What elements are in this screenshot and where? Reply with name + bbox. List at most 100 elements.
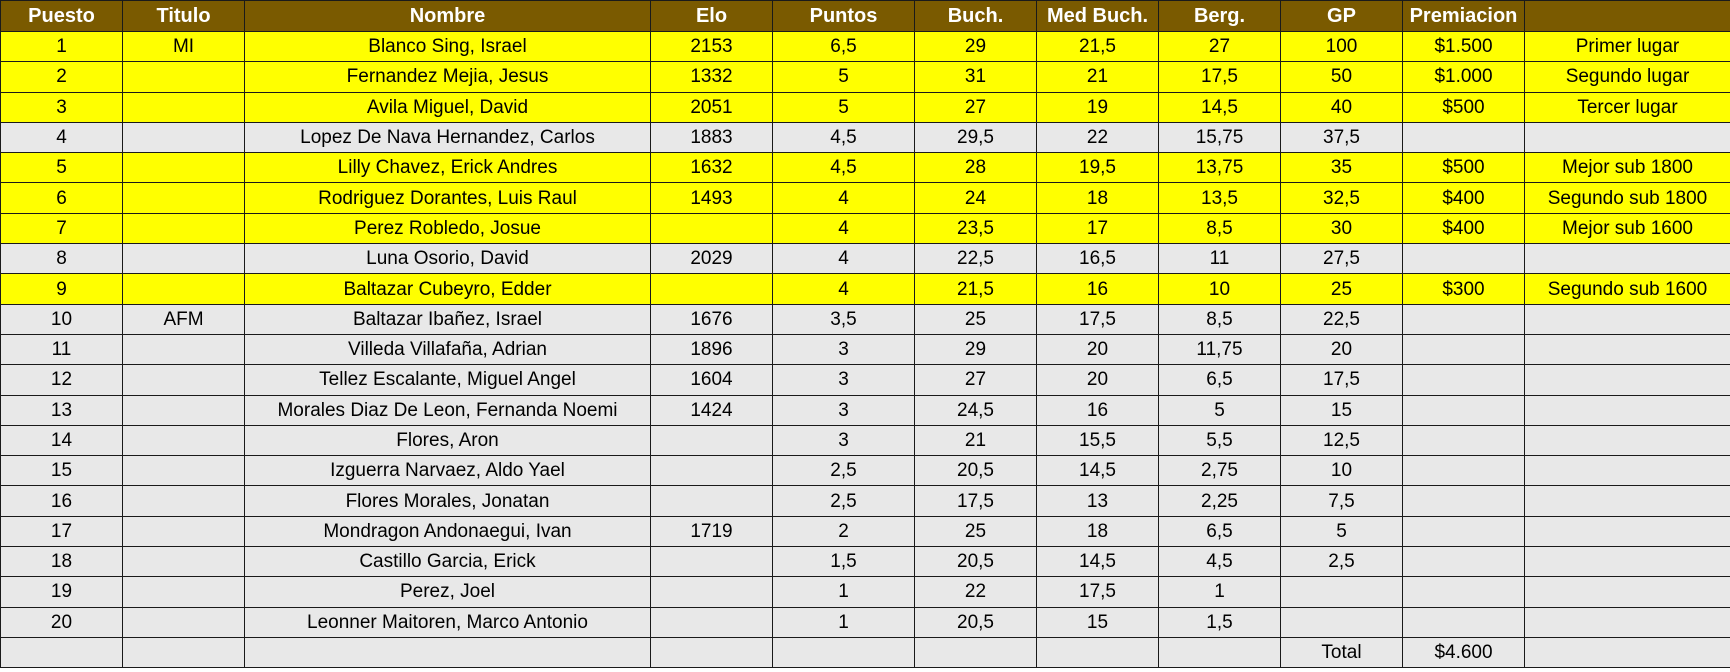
buch-cell[interactable]: 24 xyxy=(914,182,1037,214)
med-buch-cell[interactable]: 18 xyxy=(1036,182,1159,214)
puesto-cell[interactable]: 9 xyxy=(0,273,123,305)
berg-cell[interactable]: 13,5 xyxy=(1158,182,1281,214)
puesto-cell[interactable]: 6 xyxy=(0,182,123,214)
titulo-cell[interactable] xyxy=(122,61,245,93)
lugar-cell[interactable]: Mejor sub 1600 xyxy=(1524,212,1730,245)
lugar-cell[interactable] xyxy=(1524,606,1730,638)
lugar-cell[interactable]: Mejor sub 1800 xyxy=(1524,152,1730,184)
med-buch-cell[interactable]: 19,5 xyxy=(1036,152,1159,184)
buch-cell[interactable]: 21,5 xyxy=(914,273,1037,305)
nombre-cell[interactable]: Castillo Garcia, Erick xyxy=(244,546,651,578)
berg-cell[interactable]: 2,75 xyxy=(1158,455,1281,487)
table-cell[interactable] xyxy=(1158,636,1281,669)
buch-cell[interactable]: 25 xyxy=(914,303,1037,335)
premiacion-cell[interactable]: $1.000 xyxy=(1402,61,1525,93)
lugar-cell[interactable]: Segundo lugar xyxy=(1524,61,1730,93)
column-header[interactable]: Buch. xyxy=(914,0,1037,32)
puntos-cell[interactable]: 5 xyxy=(772,61,915,93)
puesto-cell[interactable]: 2 xyxy=(0,61,123,93)
titulo-cell[interactable] xyxy=(122,424,245,457)
med-buch-cell[interactable]: 21,5 xyxy=(1036,30,1159,63)
titulo-cell[interactable] xyxy=(122,576,245,608)
berg-cell[interactable]: 1,5 xyxy=(1158,606,1281,638)
puesto-cell[interactable]: 4 xyxy=(0,121,123,154)
elo-cell[interactable]: 1719 xyxy=(650,515,773,548)
elo-cell[interactable]: 1424 xyxy=(650,394,773,426)
puesto-cell[interactable]: 12 xyxy=(0,364,123,396)
berg-cell[interactable]: 6,5 xyxy=(1158,364,1281,396)
buch-cell[interactable]: 29 xyxy=(914,333,1037,366)
berg-cell[interactable]: 10 xyxy=(1158,273,1281,305)
lugar-cell[interactable]: Segundo sub 1800 xyxy=(1524,182,1730,214)
lugar-cell[interactable] xyxy=(1524,485,1730,517)
puesto-cell[interactable]: 1 xyxy=(0,30,123,63)
gp-cell[interactable]: 10 xyxy=(1280,455,1403,487)
elo-cell[interactable] xyxy=(650,606,773,638)
premiacion-cell[interactable] xyxy=(1402,515,1525,548)
table-cell[interactable] xyxy=(914,636,1037,669)
puntos-cell[interactable]: 5 xyxy=(772,91,915,123)
titulo-cell[interactable] xyxy=(122,273,245,305)
puntos-cell[interactable]: 4 xyxy=(772,212,915,245)
puntos-cell[interactable]: 4 xyxy=(772,273,915,305)
elo-cell[interactable]: 1896 xyxy=(650,333,773,366)
gp-cell[interactable]: 7,5 xyxy=(1280,485,1403,517)
titulo-cell[interactable] xyxy=(122,485,245,517)
buch-cell[interactable]: 28 xyxy=(914,152,1037,184)
premiacion-cell[interactable] xyxy=(1402,546,1525,578)
lugar-cell[interactable] xyxy=(1524,364,1730,396)
column-header[interactable]: Nombre xyxy=(244,0,651,32)
gp-cell[interactable]: 32,5 xyxy=(1280,182,1403,214)
lugar-cell[interactable] xyxy=(1524,515,1730,548)
elo-cell[interactable]: 1883 xyxy=(650,121,773,154)
column-header[interactable]: Elo xyxy=(650,0,773,32)
med-buch-cell[interactable]: 13 xyxy=(1036,485,1159,517)
nombre-cell[interactable]: Villeda Villafaña, Adrian xyxy=(244,333,651,366)
gp-cell[interactable]: 22,5 xyxy=(1280,303,1403,335)
total-value[interactable]: $4.600 xyxy=(1402,636,1525,669)
puntos-cell[interactable]: 2 xyxy=(772,515,915,548)
puesto-cell[interactable]: 13 xyxy=(0,394,123,426)
gp-cell[interactable]: 100 xyxy=(1280,30,1403,63)
elo-cell[interactable]: 1676 xyxy=(650,303,773,335)
gp-cell[interactable]: 30 xyxy=(1280,212,1403,245)
nombre-cell[interactable]: Lopez De Nava Hernandez, Carlos xyxy=(244,121,651,154)
puntos-cell[interactable]: 6,5 xyxy=(772,30,915,63)
puntos-cell[interactable]: 3 xyxy=(772,424,915,457)
berg-cell[interactable]: 5,5 xyxy=(1158,424,1281,457)
nombre-cell[interactable]: Flores, Aron xyxy=(244,424,651,457)
buch-cell[interactable]: 27 xyxy=(914,91,1037,123)
buch-cell[interactable]: 31 xyxy=(914,61,1037,93)
titulo-cell[interactable] xyxy=(122,121,245,154)
titulo-cell[interactable] xyxy=(122,333,245,366)
elo-cell[interactable]: 2153 xyxy=(650,30,773,63)
titulo-cell[interactable] xyxy=(122,91,245,123)
gp-cell[interactable]: 25 xyxy=(1280,273,1403,305)
nombre-cell[interactable]: Tellez Escalante, Miguel Angel xyxy=(244,364,651,396)
elo-cell[interactable]: 1493 xyxy=(650,182,773,214)
puesto-cell[interactable]: 20 xyxy=(0,606,123,638)
lugar-cell[interactable] xyxy=(1524,576,1730,608)
table-cell[interactable] xyxy=(650,636,773,669)
elo-cell[interactable] xyxy=(650,455,773,487)
buch-cell[interactable]: 25 xyxy=(914,515,1037,548)
buch-cell[interactable]: 29,5 xyxy=(914,121,1037,154)
berg-cell[interactable]: 14,5 xyxy=(1158,91,1281,123)
puntos-cell[interactable]: 2,5 xyxy=(772,485,915,517)
berg-cell[interactable]: 8,5 xyxy=(1158,212,1281,245)
nombre-cell[interactable]: Baltazar Cubeyro, Edder xyxy=(244,273,651,305)
med-buch-cell[interactable]: 17 xyxy=(1036,212,1159,245)
gp-cell[interactable] xyxy=(1280,606,1403,638)
titulo-cell[interactable] xyxy=(122,455,245,487)
nombre-cell[interactable]: Perez Robledo, Josue xyxy=(244,212,651,245)
berg-cell[interactable]: 11,75 xyxy=(1158,333,1281,366)
berg-cell[interactable]: 13,75 xyxy=(1158,152,1281,184)
premiacion-cell[interactable]: $300 xyxy=(1402,273,1525,305)
premiacion-cell[interactable] xyxy=(1402,303,1525,335)
berg-cell[interactable]: 2,25 xyxy=(1158,485,1281,517)
buch-cell[interactable]: 20,5 xyxy=(914,606,1037,638)
gp-cell[interactable]: 35 xyxy=(1280,152,1403,184)
table-cell[interactable] xyxy=(772,636,915,669)
nombre-cell[interactable]: Baltazar Ibañez, Israel xyxy=(244,303,651,335)
buch-cell[interactable]: 20,5 xyxy=(914,546,1037,578)
